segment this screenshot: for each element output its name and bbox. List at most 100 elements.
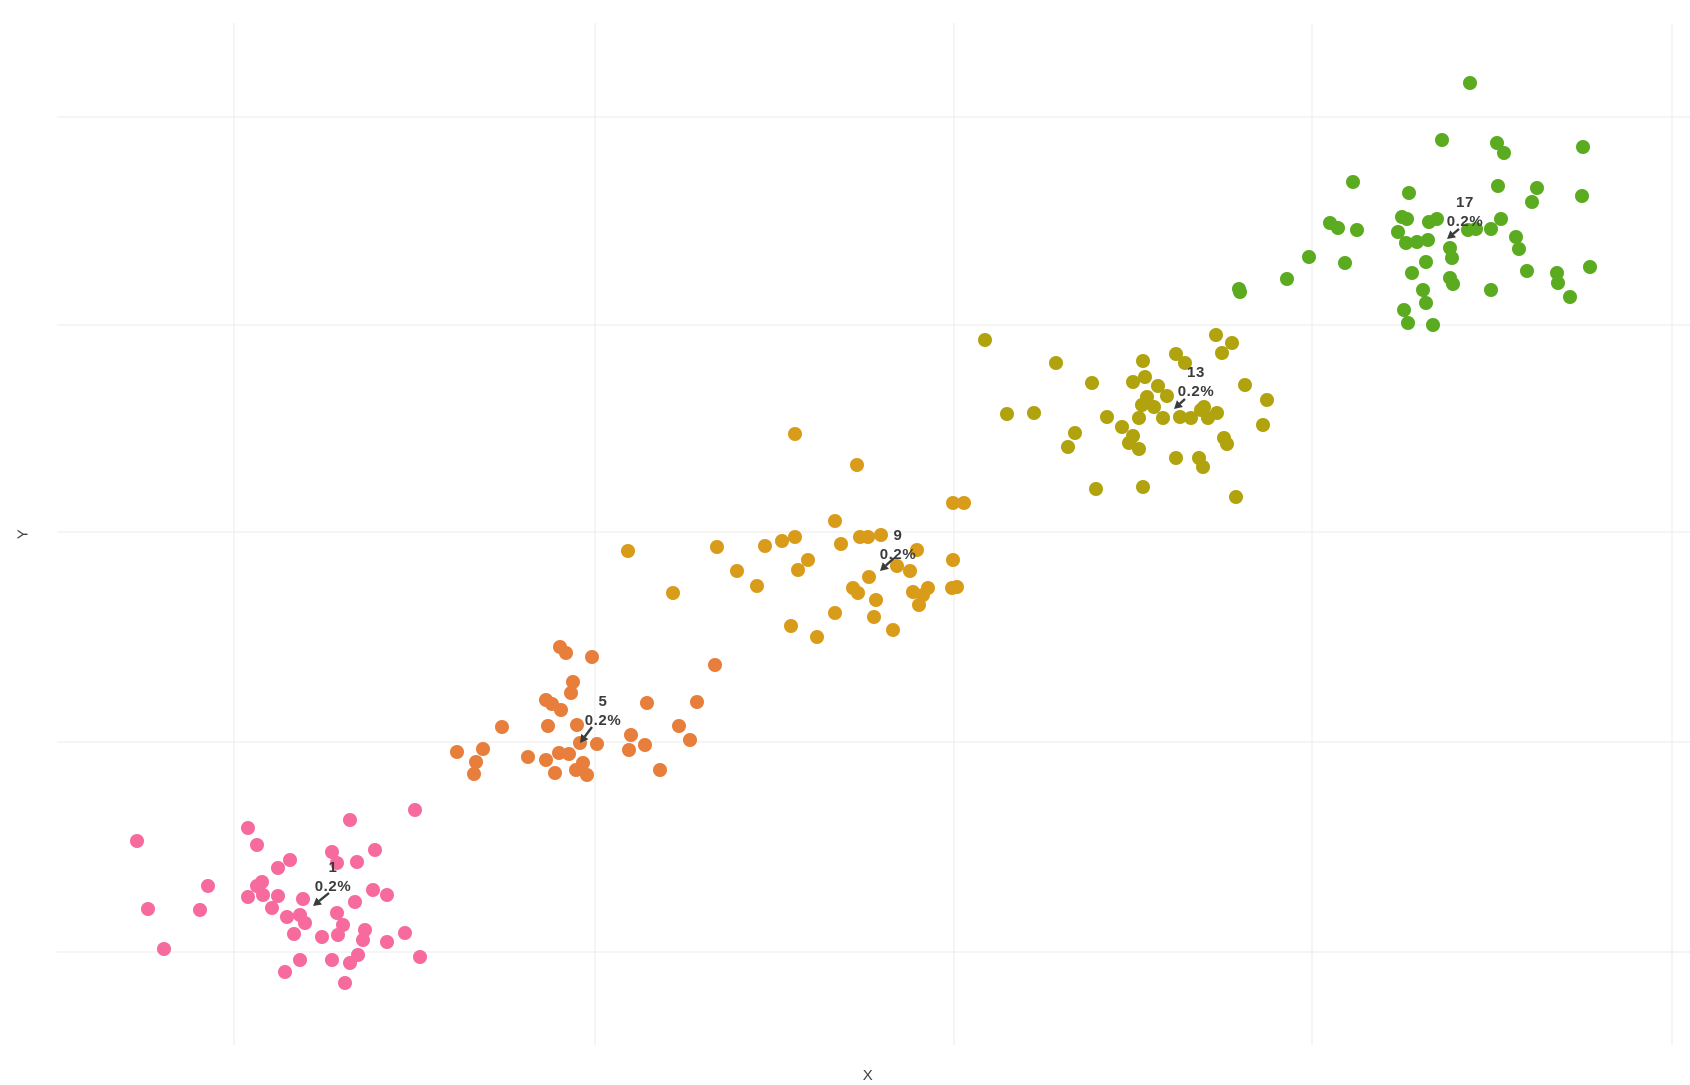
scatter-point [315,930,329,944]
scatter-point [1490,136,1504,150]
cluster-percent-label: 0.2% [879,546,917,563]
scatter-point [946,553,960,567]
scatter-point [1509,230,1523,244]
scatter-point [1147,400,1161,414]
annotation-arrow-shaft [318,892,330,902]
scatter-point [1135,398,1149,412]
x-axis-label: X [862,1067,874,1084]
scatter-point [1000,407,1014,421]
annotation-arrow-shaft [1179,398,1186,405]
scatter-point [559,646,573,660]
scatter-point [569,763,583,777]
scatter-point [624,728,638,742]
scatter-point [343,956,357,970]
scatter-point [130,834,144,848]
scatter-point [296,892,310,906]
cluster-percent-label: 0.2% [314,878,352,895]
scatter-point [1173,410,1187,424]
scatter-point [869,593,883,607]
scatter-point [1331,221,1345,235]
scatter-point [672,719,686,733]
scatter-point [910,543,924,557]
scatter-point [380,888,394,902]
scatter-point [1338,256,1352,270]
scatter-point [554,703,568,717]
scatter-point [683,733,697,747]
scatter-point [862,570,876,584]
scatter-point [280,910,294,924]
scatter-point [886,623,900,637]
cluster-percent-label: 0.2% [584,712,622,729]
scatter-point [250,838,264,852]
cluster-id-label: 9 [893,527,903,544]
scatter-point [946,496,960,510]
scatter-point [945,581,959,595]
scatter-point [1563,290,1577,304]
scatter-point [1494,212,1508,226]
scatter-point [801,553,815,567]
scatter-point [1178,356,1192,370]
scatter-point [476,742,490,756]
scatter-point [1426,318,1440,332]
scatter-point [283,853,297,867]
cluster-percent-label: 0.2% [1177,383,1215,400]
scatter-point [366,883,380,897]
cluster-annotation: 13 0.2% [1178,363,1215,401]
scatter-point [850,458,864,472]
cluster-annotation: 5 0.2% [585,692,622,730]
scatter-point [1397,303,1411,317]
scatter-point [653,763,667,777]
scatter-point [1512,242,1526,256]
scatter-point [1463,76,1477,90]
cluster-id-label: 13 [1187,364,1205,381]
scatter-point [325,953,339,967]
scatter-point [1410,235,1424,249]
annotation-arrow-head [1447,230,1457,239]
scatter-point [834,537,848,551]
cluster-annotation: 17 0.2% [1447,193,1484,231]
scatter-point [1225,336,1239,350]
scatter-point [978,333,992,347]
scatter-point [278,965,292,979]
scatter-point [1469,222,1483,236]
scatter-point [1484,222,1498,236]
scatter-point [467,767,481,781]
scatter-point [788,427,802,441]
scatter-point [331,928,345,942]
scatter-point [1430,212,1444,226]
scatter-point [1229,490,1243,504]
scatter-point [1484,283,1498,297]
scatter-point [810,630,824,644]
scatter-point [350,855,364,869]
scatter-point [408,803,422,817]
scatter-point [1068,426,1082,440]
scatter-point [338,976,352,990]
scatter-point [1525,195,1539,209]
scatter-point [590,737,604,751]
scatter-point [469,755,483,769]
scatter-point [1419,255,1433,269]
scatter-point [1391,225,1405,239]
scatter-point [912,598,926,612]
scatter-point [1115,420,1129,434]
scatter-point [293,953,307,967]
scatter-point [708,658,722,672]
scatter-point [566,675,580,689]
scatter-point [241,821,255,835]
scatter-point [1085,376,1099,390]
scatter-point [828,514,842,528]
scatter-point [1491,179,1505,193]
scatter-point [298,916,312,930]
scatter-point [1400,212,1414,226]
scatter-point [1350,223,1364,237]
scatter-point [1132,411,1146,425]
scatter-point [622,743,636,757]
scatter-point [1201,411,1215,425]
scatter-point [1399,236,1413,250]
cluster-id-label: 17 [1456,194,1474,211]
scatter-point [265,901,279,915]
scatter-point [348,895,362,909]
scatter-point [867,610,881,624]
